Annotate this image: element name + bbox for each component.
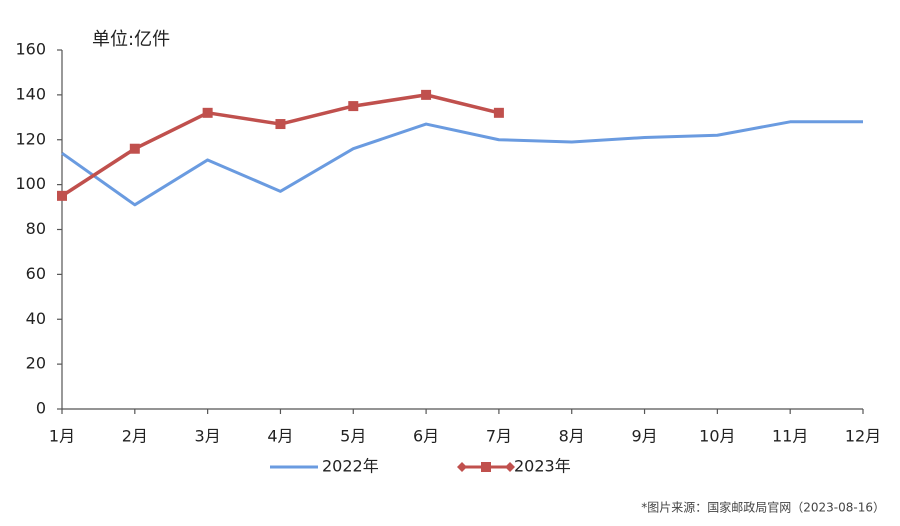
x-tick-label: 7月 (486, 427, 512, 446)
x-tick-label: 12月 (845, 427, 881, 446)
x-tick-label: 8月 (559, 427, 585, 446)
series-marker (421, 89, 432, 100)
series-marker (202, 107, 213, 118)
x-tick-label: 2月 (122, 427, 148, 446)
series-marker (129, 143, 140, 154)
legend-label: 2023年 (514, 457, 571, 476)
y-tick-label: 140 (15, 84, 46, 103)
y-tick-label: 20 (26, 354, 46, 373)
x-tick-label: 9月 (631, 427, 657, 446)
x-tick-label: 11月 (772, 427, 808, 446)
series-line (61, 93, 500, 198)
x-tick-label: 3月 (195, 427, 221, 446)
x-tick-label: 6月 (413, 427, 439, 446)
x-tick-label: 1月 (49, 427, 75, 446)
y-tick-label: 120 (15, 129, 46, 148)
unit-label: 单位:亿件 (92, 29, 170, 50)
y-tick-label: 40 (26, 309, 46, 328)
legend-label: 2022年 (322, 457, 379, 476)
y-tick-label: 100 (15, 174, 46, 193)
y-tick-label: 80 (26, 219, 46, 238)
source-note: *图片来源：国家邮政局官网（2023-08-16） (641, 500, 885, 515)
x-tick-label: 10月 (699, 427, 735, 446)
series-marker (275, 119, 286, 130)
legend-marker (481, 462, 491, 472)
y-tick-label: 60 (26, 264, 46, 283)
legend-marker (505, 462, 515, 472)
y-tick-label: 160 (15, 40, 46, 59)
series-marker (493, 107, 504, 118)
x-tick-label: 4月 (267, 427, 293, 446)
series-marker (348, 101, 359, 112)
y-tick-label: 0 (36, 399, 46, 418)
series-line (61, 120, 863, 207)
x-tick-label: 5月 (340, 427, 366, 446)
legend-marker (457, 462, 467, 472)
series-marker (57, 190, 67, 201)
